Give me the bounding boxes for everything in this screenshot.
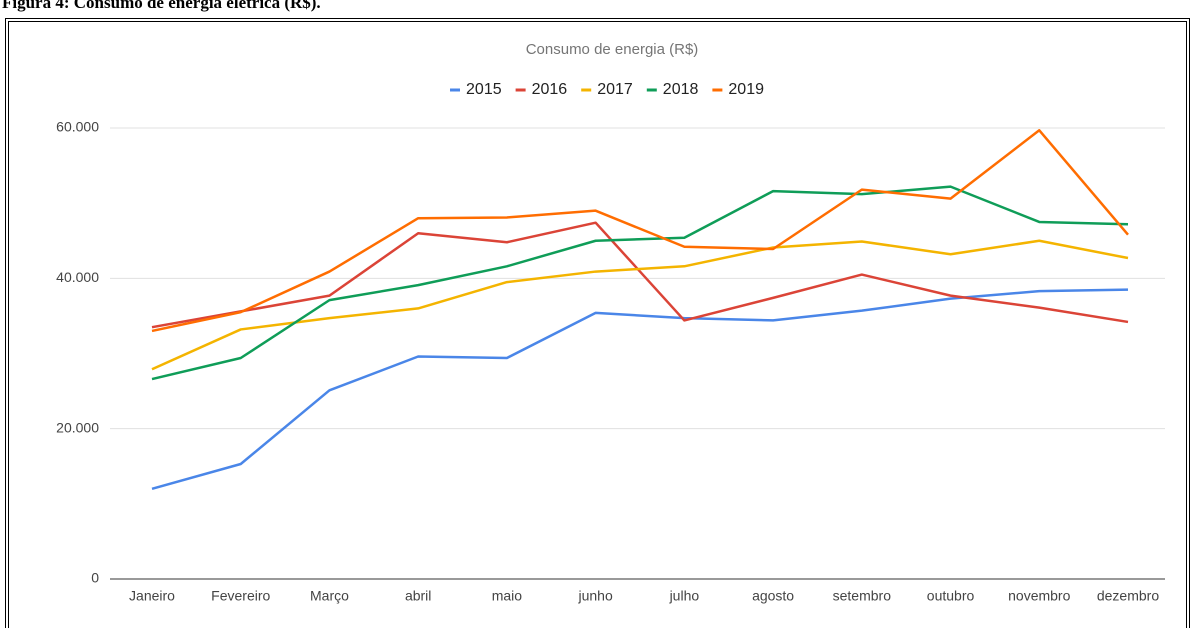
- chart-title: Consumo de energia (R$): [526, 41, 699, 58]
- legend: 2015 2016 2017 2018 2019: [450, 81, 764, 98]
- x-tick-label: abril: [405, 588, 431, 604]
- legend-label: 2017: [597, 81, 633, 98]
- x-tick-label: Março: [310, 588, 349, 604]
- y-tick-label: 60.000: [56, 119, 99, 135]
- y-tick-label: 0: [91, 570, 99, 586]
- x-tick-label: dezembro: [1097, 588, 1159, 604]
- series-line: [151, 221, 1129, 329]
- x-tick-label: setembro: [833, 588, 892, 604]
- x-tick-label: outubro: [927, 588, 975, 604]
- x-tick-label: Fevereiro: [211, 588, 270, 604]
- caption: Figura 4: Consumo de energia elétrica (R…: [2, 0, 321, 12]
- series-line: [151, 185, 1129, 381]
- x-tick-label: novembro: [1008, 588, 1070, 604]
- x-tick-label: maio: [492, 588, 523, 604]
- x-tick-label: julho: [669, 588, 700, 604]
- y-tick-label: 20.000: [56, 419, 99, 435]
- x-tick-label: Janeiro: [129, 588, 175, 604]
- legend-label: 2018: [663, 81, 699, 98]
- y-tick-label: 40.000: [56, 269, 99, 285]
- legend-label: 2019: [728, 81, 764, 98]
- chart-border: [5, 18, 1190, 633]
- series-line: [151, 129, 1129, 333]
- legend-label: 2016: [532, 81, 568, 98]
- series-line: [151, 239, 1129, 371]
- legend-label: 2015: [466, 81, 502, 98]
- x-tick-label: junho: [578, 588, 613, 604]
- x-tick-label: agosto: [752, 588, 794, 604]
